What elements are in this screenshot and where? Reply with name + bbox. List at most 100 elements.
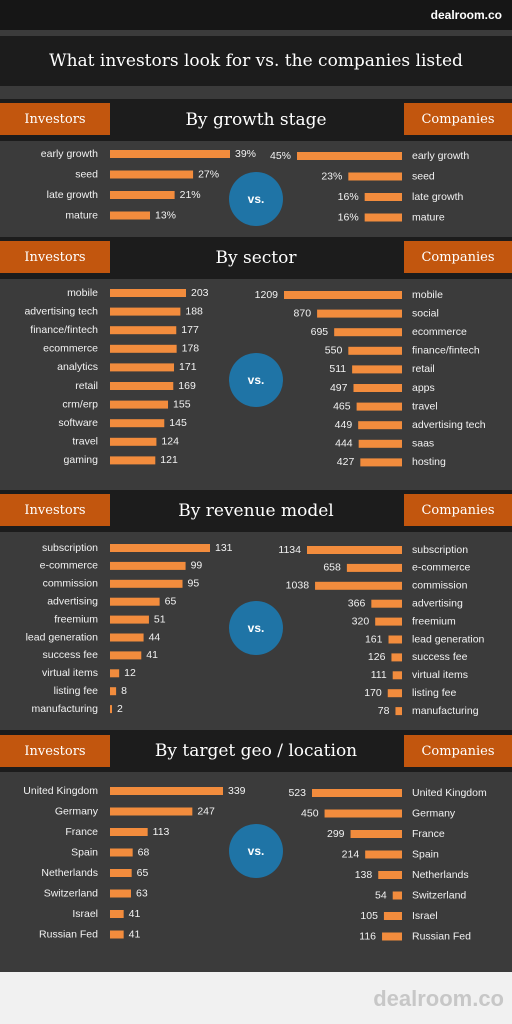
companies-tag: Companies — [404, 494, 512, 526]
investor-bar — [110, 382, 174, 390]
investor-value-label: 65 — [137, 867, 149, 879]
section-header-target-geo: Investors By target geo / location Compa… — [0, 730, 512, 772]
investor-bar — [110, 889, 131, 898]
company-category-label: virtual items — [412, 669, 468, 681]
investor-bar — [110, 419, 165, 428]
investor-value-label: 8 — [121, 685, 127, 697]
company-category-label: advertising — [412, 597, 463, 609]
investor-value-label: 169 — [178, 380, 196, 392]
section-header-growth-stage: Investors By growth stage Companies — [0, 99, 512, 141]
investor-value-label: 44 — [149, 631, 161, 643]
company-bar — [315, 581, 402, 590]
company-category-label: lead generation — [412, 633, 485, 645]
company-category-label: mature — [412, 211, 445, 223]
investor-value-label: 177 — [181, 324, 199, 336]
investor-bar — [110, 191, 175, 199]
company-category-label: commission — [412, 580, 468, 592]
company-value-label: 449 — [335, 419, 353, 431]
investor-bar — [110, 307, 181, 316]
investor-bar — [110, 651, 142, 660]
company-bar — [346, 563, 402, 572]
investor-bar — [110, 615, 149, 624]
company-value-label: 78 — [378, 705, 390, 717]
company-value-label: 320 — [352, 615, 370, 627]
company-category-label: seed — [412, 170, 435, 182]
company-category-label: success fee — [412, 651, 468, 663]
companies-tag: Companies — [404, 103, 512, 135]
company-bar — [391, 653, 402, 662]
company-bar — [352, 365, 402, 374]
company-value-label: 45% — [270, 150, 291, 162]
company-value-label: 54 — [375, 889, 387, 901]
company-bar — [392, 891, 402, 900]
investor-bar — [110, 633, 144, 642]
investor-value-label: 188 — [185, 305, 203, 317]
investor-bar — [110, 400, 169, 409]
company-value-label: 111 — [371, 669, 387, 681]
company-value-label: 1038 — [286, 580, 310, 592]
companies-tag: Companies — [404, 241, 512, 273]
investor-value-label: 68 — [138, 846, 150, 858]
investor-category-label: retail — [75, 380, 98, 392]
company-value-label: 450 — [301, 807, 319, 819]
company-value-label: 16% — [338, 211, 359, 223]
company-value-label: 23% — [321, 170, 342, 182]
investor-category-label: crm/erp — [62, 398, 98, 410]
company-category-label: e-commerce — [412, 562, 471, 574]
investor-value-label: 51 — [154, 613, 166, 625]
company-value-label: 161 — [365, 633, 383, 645]
investor-bar — [110, 326, 177, 335]
company-category-label: travel — [412, 400, 438, 412]
vs-label: vs. — [248, 844, 265, 858]
company-value-label: 1209 — [255, 289, 279, 301]
investor-bar — [110, 456, 156, 465]
vs-label: vs. — [248, 621, 265, 635]
investor-value-label: 247 — [197, 805, 215, 817]
company-bar — [312, 789, 402, 797]
company-value-label: 138 — [355, 869, 373, 881]
company-bar — [364, 213, 402, 222]
investor-value-label: 41 — [129, 928, 141, 940]
investor-category-label: subscription — [42, 542, 98, 554]
investor-category-label: virtual items — [42, 667, 98, 679]
investor-category-label: analytics — [57, 361, 98, 373]
company-value-label: 444 — [335, 438, 353, 450]
company-category-label: late growth — [412, 191, 464, 203]
investor-category-label: Spain — [71, 846, 98, 858]
company-bar — [387, 689, 402, 698]
investor-bar — [110, 363, 175, 372]
vs-label: vs. — [248, 192, 265, 206]
investor-value-label: 27% — [198, 168, 219, 180]
page-title: What investors look for vs. the companie… — [0, 36, 512, 86]
investor-bar — [110, 544, 210, 552]
investor-category-label: mobile — [67, 287, 98, 299]
investor-category-label: gaming — [64, 454, 99, 466]
investor-category-label: finance/fintech — [30, 324, 98, 336]
company-value-label: 511 — [329, 363, 346, 375]
company-category-label: United Kingdom — [412, 787, 487, 799]
investor-bar — [110, 597, 160, 606]
company-bar — [334, 328, 402, 337]
investor-category-label: seed — [75, 168, 98, 180]
investor-bar — [110, 848, 133, 857]
investor-value-label: 145 — [169, 417, 187, 429]
company-category-label: Germany — [412, 807, 456, 819]
investor-value-label: 65 — [165, 595, 177, 607]
company-bar — [392, 671, 402, 680]
company-category-label: Netherlands — [412, 869, 469, 881]
investor-category-label: freemium — [54, 613, 98, 625]
company-bar — [388, 635, 402, 644]
investor-value-label: 12 — [124, 667, 136, 679]
investor-bar — [110, 561, 186, 570]
company-bar — [284, 291, 402, 299]
investor-category-label: France — [65, 826, 98, 838]
investor-category-label: success fee — [43, 649, 99, 661]
company-category-label: mobile — [412, 289, 443, 301]
company-category-label: Spain — [412, 848, 439, 860]
investor-bar — [110, 289, 186, 297]
company-value-label: 214 — [342, 848, 360, 860]
investor-category-label: e-commerce — [40, 560, 99, 572]
company-bar — [360, 458, 402, 467]
investor-bar — [110, 828, 148, 836]
